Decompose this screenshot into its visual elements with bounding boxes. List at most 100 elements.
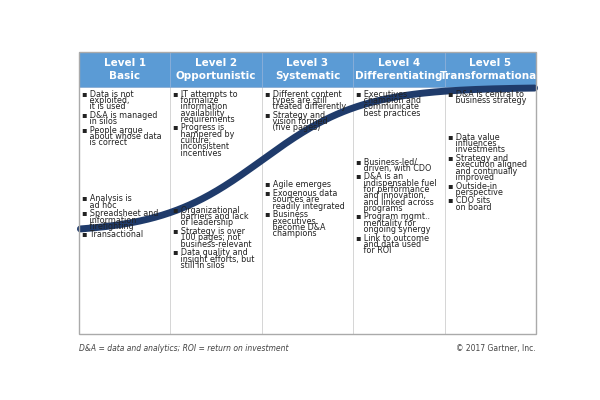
Text: culture;: culture; [173, 136, 212, 145]
Text: ▪ Different content: ▪ Different content [265, 90, 341, 98]
Text: © 2017 Gartner, Inc.: © 2017 Gartner, Inc. [457, 344, 536, 353]
Text: perspective: perspective [448, 188, 503, 197]
Text: ▪ Data value: ▪ Data value [448, 133, 499, 142]
Text: types are still: types are still [265, 96, 327, 105]
Text: Opportunistic: Opportunistic [176, 72, 256, 82]
Text: champions: champions [265, 229, 316, 238]
Text: ▪ Executives: ▪ Executives [356, 90, 407, 98]
Text: ▪ Organizational: ▪ Organizational [173, 206, 240, 215]
Text: ▪ Business: ▪ Business [265, 210, 308, 219]
Text: for ROI: for ROI [356, 246, 392, 255]
Text: Level 3: Level 3 [286, 58, 329, 68]
Bar [445, 52, 536, 86]
Text: ▪ Exogenous data: ▪ Exogenous data [265, 189, 337, 198]
Text: and innovation,: and innovation, [356, 191, 426, 200]
Bar [353, 52, 445, 86]
Text: still in silos: still in silos [173, 261, 225, 270]
Text: information: information [82, 216, 136, 224]
Text: D&A = data and analytics; ROI = return on investment: D&A = data and analytics; ROI = return o… [79, 344, 289, 353]
Text: ▪ D&A is managed: ▪ D&A is managed [82, 111, 157, 120]
Text: indispensable fuel: indispensable fuel [356, 178, 437, 188]
Text: it is used: it is used [82, 102, 125, 111]
Text: exploited,: exploited, [82, 96, 130, 105]
Text: mentality for: mentality for [356, 219, 416, 228]
Text: barriers and lack: barriers and lack [173, 212, 249, 221]
Text: ad hoc: ad hoc [82, 201, 116, 210]
Text: about whose data: about whose data [82, 132, 161, 141]
Text: champion and: champion and [356, 96, 421, 105]
Text: 100 pages; not: 100 pages; not [173, 234, 241, 242]
Text: business-relevant: business-relevant [173, 240, 252, 249]
Text: readily integrated: readily integrated [265, 202, 344, 211]
Text: influences: influences [448, 139, 496, 148]
Text: ▪ Progress is: ▪ Progress is [173, 124, 224, 132]
Text: ▪ Strategy and: ▪ Strategy and [265, 111, 325, 120]
Text: ▪ D&A is an: ▪ D&A is an [356, 172, 403, 181]
Text: requirements: requirements [173, 115, 235, 124]
Bar [79, 86, 170, 334]
Bar [262, 52, 353, 86]
Text: ▪ CDO sits: ▪ CDO sits [448, 196, 490, 206]
Text: in silos: in silos [82, 117, 117, 126]
Text: incentives: incentives [173, 149, 222, 158]
Text: (five pages): (five pages) [265, 124, 320, 132]
Text: and linked across: and linked across [356, 198, 434, 206]
Text: best practices: best practices [356, 108, 421, 118]
Text: and data used: and data used [356, 240, 421, 249]
Bar [170, 86, 262, 334]
Text: programs: programs [356, 204, 403, 213]
Text: on board: on board [448, 203, 491, 212]
Text: ▪ IT attempts to: ▪ IT attempts to [173, 90, 238, 98]
Text: communicate: communicate [356, 102, 419, 111]
Bar [170, 52, 262, 86]
Text: hampered by: hampered by [173, 130, 235, 139]
Text: investments: investments [448, 145, 505, 154]
Text: ▪ People argue: ▪ People argue [82, 126, 143, 135]
Text: improved: improved [448, 173, 494, 182]
Text: vision formed: vision formed [265, 117, 328, 126]
Text: Transformational: Transformational [440, 72, 541, 82]
Text: sources are: sources are [265, 195, 319, 204]
Text: ▪ Transactional: ▪ Transactional [82, 230, 143, 240]
Bar [79, 52, 170, 86]
Bar [262, 86, 353, 334]
Text: is correct: is correct [82, 138, 127, 147]
Text: ▪ Analysis is: ▪ Analysis is [82, 194, 132, 203]
Text: execution aligned: execution aligned [448, 160, 527, 169]
Text: ▪ Strategy and: ▪ Strategy and [448, 154, 508, 163]
Bar [353, 86, 445, 334]
Text: Level 4: Level 4 [378, 58, 420, 68]
Text: driven, with CDO: driven, with CDO [356, 164, 432, 173]
Text: executives: executives [265, 217, 316, 226]
Text: ▪ Data is not: ▪ Data is not [82, 90, 134, 98]
Text: ▪ Strategy is over: ▪ Strategy is over [173, 227, 245, 236]
Text: firefighting: firefighting [82, 222, 134, 231]
Text: inconsistent: inconsistent [173, 142, 229, 152]
Text: Level 1: Level 1 [104, 58, 146, 68]
Bar [445, 86, 536, 334]
Text: ▪ Data quality and: ▪ Data quality and [173, 248, 248, 257]
Text: for performance: for performance [356, 185, 430, 194]
Text: and continually: and continually [448, 166, 517, 176]
Text: insight efforts, but: insight efforts, but [173, 255, 255, 264]
Text: ongoing synergy: ongoing synergy [356, 225, 431, 234]
Text: availability: availability [173, 108, 225, 118]
Text: business strategy: business strategy [448, 96, 526, 105]
Text: information: information [173, 102, 227, 111]
Text: ▪ D&A is central to: ▪ D&A is central to [448, 90, 524, 98]
Text: ▪ Link to outcome: ▪ Link to outcome [356, 234, 430, 243]
Text: formalize: formalize [173, 96, 219, 105]
Text: ▪ Business-led/: ▪ Business-led/ [356, 157, 418, 166]
Text: Differentiating: Differentiating [355, 72, 443, 82]
Text: ▪ Outside-in: ▪ Outside-in [448, 182, 497, 190]
Text: Systematic: Systematic [275, 72, 340, 82]
Text: Basic: Basic [109, 72, 140, 82]
Text: ▪ Program mgmt..: ▪ Program mgmt.. [356, 212, 430, 222]
Text: become D&A: become D&A [265, 223, 325, 232]
Text: of leadership: of leadership [173, 218, 233, 228]
Text: Level 2: Level 2 [195, 58, 237, 68]
Text: ▪ Agile emerges: ▪ Agile emerges [265, 180, 331, 190]
Text: treated differently: treated differently [265, 102, 346, 111]
Text: Level 5: Level 5 [469, 58, 511, 68]
Text: ▪ Spreadsheet and: ▪ Spreadsheet and [82, 209, 158, 218]
